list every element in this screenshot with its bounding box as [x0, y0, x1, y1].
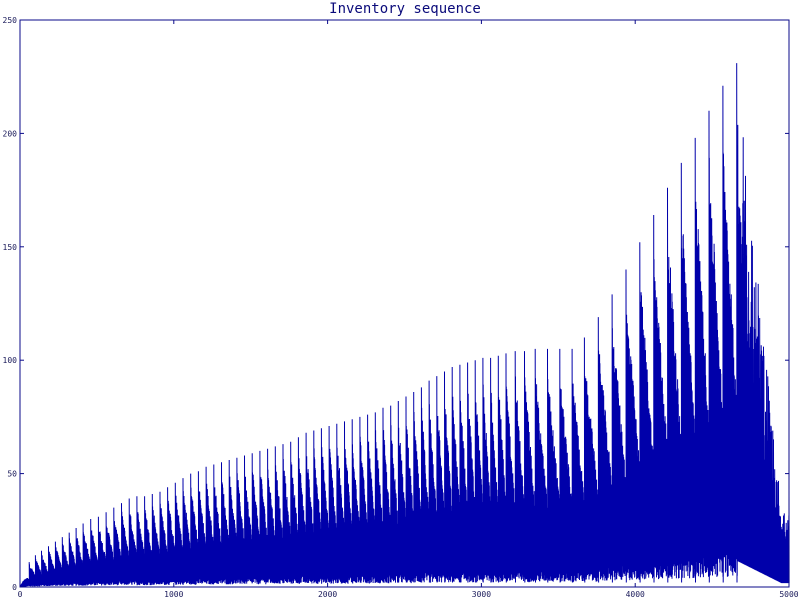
axes: 0 50 100 150 200 250 0 1000 2000 3000 4000 5000 [3, 16, 799, 599]
x-tick-label: 4000 [626, 590, 645, 599]
y-tick-label: 200 [3, 129, 18, 138]
y-tick-label: 100 [3, 356, 18, 365]
x-tick-label: 1000 [164, 590, 183, 599]
chart-title: Inventory sequence [329, 1, 481, 17]
x-tick-label: 0 [18, 590, 23, 599]
x-tick-label: 2000 [318, 590, 337, 599]
plot-area [19, 63, 790, 588]
plot-frame [19, 19, 790, 588]
x-tick-label: 3000 [472, 590, 491, 599]
y-tick-label: 0 [12, 583, 17, 592]
y-tick-label: 150 [3, 243, 18, 252]
series-line [19, 63, 790, 588]
y-tick-label: 50 [7, 470, 17, 479]
x-tick-label: 5000 [779, 590, 798, 599]
y-tick-label: 250 [3, 16, 18, 25]
